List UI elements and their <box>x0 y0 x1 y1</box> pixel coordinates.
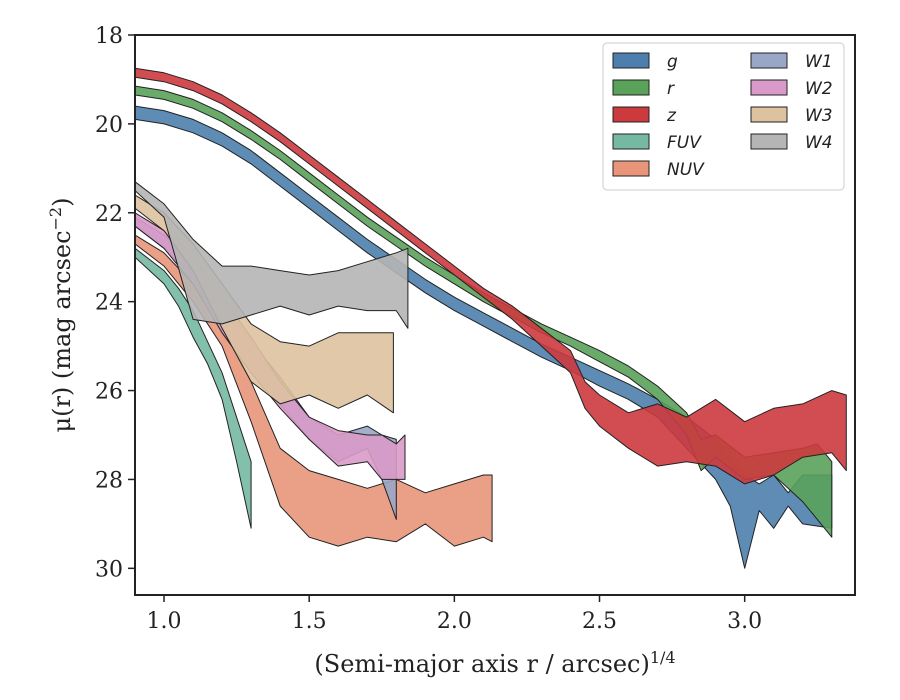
x-axis-label: (Semi-major axis r / arcsec)1/4 <box>314 648 675 679</box>
y-tick-label: 24 <box>95 291 123 316</box>
plot-frame <box>134 34 856 596</box>
legend: grz FUV NUV W1 W2 W3 W4 <box>602 42 845 191</box>
legend-label-w2: W2 <box>805 79 833 99</box>
legend-swatch-z <box>612 106 650 123</box>
y-tick-label: 22 <box>95 202 123 227</box>
x-tick-label: 2.5 <box>582 609 617 634</box>
y-tick-label: 30 <box>95 557 123 582</box>
legend-label-w3: W3 <box>805 106 833 126</box>
y-tick-label: 18 <box>95 24 123 49</box>
legend-swatch-r <box>612 79 650 96</box>
y-tick-label: 20 <box>95 113 123 138</box>
band-w4 <box>135 181 409 329</box>
legend-label-nuv: NUV <box>667 160 705 180</box>
y-axis-label: μ(r) (mag arcsec−2) <box>46 198 77 433</box>
band-r <box>135 85 833 538</box>
x-tick-label: 1.5 <box>292 609 327 634</box>
legend-swatch-w1 <box>750 52 788 69</box>
x-tick-label: 1.0 <box>147 609 182 634</box>
legend-swatch-g <box>612 52 650 69</box>
legend-label-w4: W4 <box>805 133 833 153</box>
legend-swatch-w2 <box>750 79 788 96</box>
axes-layer <box>134 34 856 596</box>
legend-label-fuv: FUV <box>667 133 702 153</box>
y-axis-label-exponent: −2 <box>46 207 65 231</box>
legend-label-g: g <box>667 52 678 72</box>
y-axis-label-text: μ(r) (mag arcsec <box>48 230 76 432</box>
band-z <box>135 67 847 485</box>
band-nuv <box>135 234 493 547</box>
x-axis-label-text: (Semi-major axis r / arcsec) <box>314 650 649 678</box>
legend-swatch-nuv <box>612 160 650 177</box>
legend-label-w1: W1 <box>805 52 833 72</box>
y-tick-label: 26 <box>95 380 123 405</box>
ticks-layer: 1.0 1.5 2.0 2.5 3.0 18 20 22 24 26 28 30 <box>95 24 762 634</box>
legend-label-r: r <box>667 79 675 99</box>
legend-swatch-fuv <box>612 133 650 150</box>
x-axis-label-exponent: 1/4 <box>650 648 676 667</box>
y-axis-label-close: ) <box>48 198 76 207</box>
x-tick-label: 3.0 <box>727 609 762 634</box>
legend-label-z: z <box>666 106 677 126</box>
bands-layer <box>135 67 847 569</box>
legend-swatch-w4 <box>750 133 788 150</box>
x-tick-label: 2.0 <box>437 609 472 634</box>
y-tick-label: 28 <box>95 468 123 493</box>
legend-swatch-w3 <box>750 106 788 123</box>
